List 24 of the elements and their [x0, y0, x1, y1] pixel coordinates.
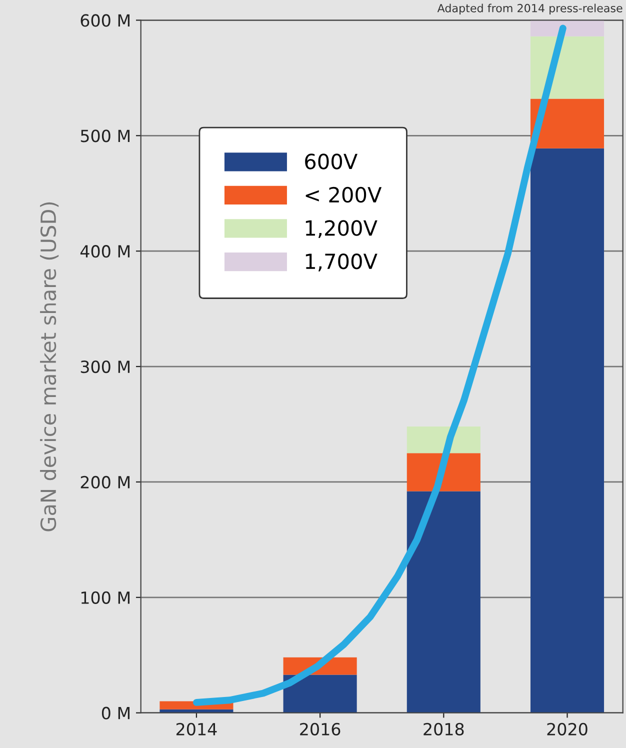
- x-tick-label: 2020: [547, 722, 588, 736]
- y-tick-label: 500 M: [80, 130, 130, 142]
- x-tick-label: 2016: [300, 722, 340, 736]
- bar: [530, 98, 604, 148]
- x-tick-label: 2014: [176, 722, 217, 736]
- x-tick-label: 2018: [424, 722, 464, 736]
- y-axis-title: GaN device market share (USD): [40, 202, 59, 532]
- legend-label: < 200V: [306, 186, 382, 203]
- bar: [406, 453, 480, 492]
- legend-label: 1,700V: [306, 253, 378, 272]
- legend-label: 1,200V: [306, 220, 378, 238]
- legend-label: 600V: [305, 154, 358, 170]
- text: Adapted from 2014 press-release: [437, 4, 622, 14]
- bar: [406, 426, 480, 454]
- bar: [530, 148, 604, 713]
- bar: [283, 674, 357, 713]
- bar: [406, 491, 480, 713]
- y-tick-label: 300 M: [80, 360, 130, 374]
- y-tick-label: 400 M: [80, 245, 130, 258]
- bar: [530, 36, 604, 99]
- y-tick-label: 600 M: [80, 14, 130, 27]
- y-tick-label: 0 M: [102, 706, 130, 720]
- y-tick-label: 100 M: [81, 591, 130, 604]
- y-tick-label: 200 M: [80, 476, 130, 489]
